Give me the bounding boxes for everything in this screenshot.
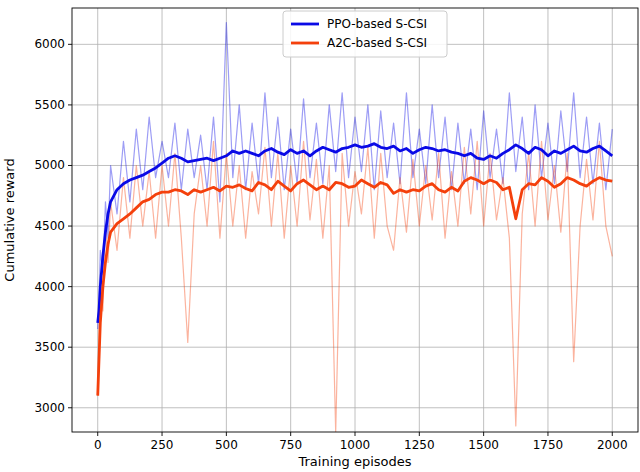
y-tick-label: 5000 xyxy=(34,158,65,172)
legend: PPO-based S-CSI A2C-based S-CSI xyxy=(283,11,447,57)
x-grid-line xyxy=(162,8,163,432)
y-tick-label: 3000 xyxy=(34,401,65,415)
y-tick-label: 3500 xyxy=(34,340,65,354)
y-tick xyxy=(68,165,72,166)
legend-swatch xyxy=(291,23,319,26)
y-tick xyxy=(68,286,72,287)
chart-container: 0 250 500 750 1000 1250 1500 1750 2000 3000 3500 40… xyxy=(0,0,640,472)
chart-svg: 0 250 500 750 1000 1250 1500 1750 2000 3000 3500 40… xyxy=(0,0,640,472)
x-grid-line xyxy=(290,8,291,432)
x-tick xyxy=(419,432,420,436)
x-grid-line xyxy=(226,8,227,432)
y-grid-line xyxy=(72,286,638,287)
y-tick-label: 6000 xyxy=(34,37,65,51)
x-tick xyxy=(612,432,613,436)
y-axis-label: Cumulative reward xyxy=(2,158,17,281)
x-tick-label: 2000 xyxy=(597,438,628,452)
y-tick xyxy=(68,347,72,348)
legend-label: PPO-based S-CSI xyxy=(327,17,427,31)
smoothed-line xyxy=(98,178,613,396)
legend-swatch xyxy=(291,42,319,45)
y-tick-label: 4000 xyxy=(34,280,65,294)
x-tick xyxy=(355,432,356,436)
y-tick xyxy=(68,226,72,227)
grid xyxy=(72,8,638,432)
background xyxy=(0,0,640,472)
y-grid-line xyxy=(72,407,638,408)
legend-label: A2C-based S-CSI xyxy=(327,36,427,50)
x-tick-label: 0 xyxy=(94,438,102,452)
y-tick-label: 4500 xyxy=(34,219,65,233)
x-tick-label: 1000 xyxy=(340,438,371,452)
x-tick xyxy=(483,432,484,436)
y-grid-line xyxy=(72,347,638,348)
x-tick-label: 250 xyxy=(151,438,174,452)
x-tick xyxy=(290,432,291,436)
x-tick-label: 500 xyxy=(215,438,238,452)
y-tick xyxy=(68,407,72,408)
x-tick-label: 750 xyxy=(279,438,302,452)
x-tick xyxy=(547,432,548,436)
smoothed-line xyxy=(98,144,613,323)
y-tick xyxy=(68,44,72,45)
axes: 0 250 500 750 1000 1250 1500 1750 2000 3000 3500 40… xyxy=(34,37,627,452)
x-tick-label: 1500 xyxy=(468,438,499,452)
raw-line xyxy=(98,141,613,432)
x-tick-label: 1750 xyxy=(533,438,564,452)
x-grid-line xyxy=(612,8,613,432)
x-axis-label: Training episodes xyxy=(297,454,411,469)
x-tick-label: 1250 xyxy=(404,438,435,452)
x-tick xyxy=(162,432,163,436)
y-grid-line xyxy=(72,104,638,105)
legend-box xyxy=(283,11,447,57)
x-tick xyxy=(226,432,227,436)
x-tick xyxy=(97,432,98,436)
plot-frame xyxy=(72,8,638,432)
x-grid-line xyxy=(355,8,356,432)
y-tick-label: 5500 xyxy=(34,98,65,112)
plot-data xyxy=(98,23,613,432)
y-tick xyxy=(68,104,72,105)
